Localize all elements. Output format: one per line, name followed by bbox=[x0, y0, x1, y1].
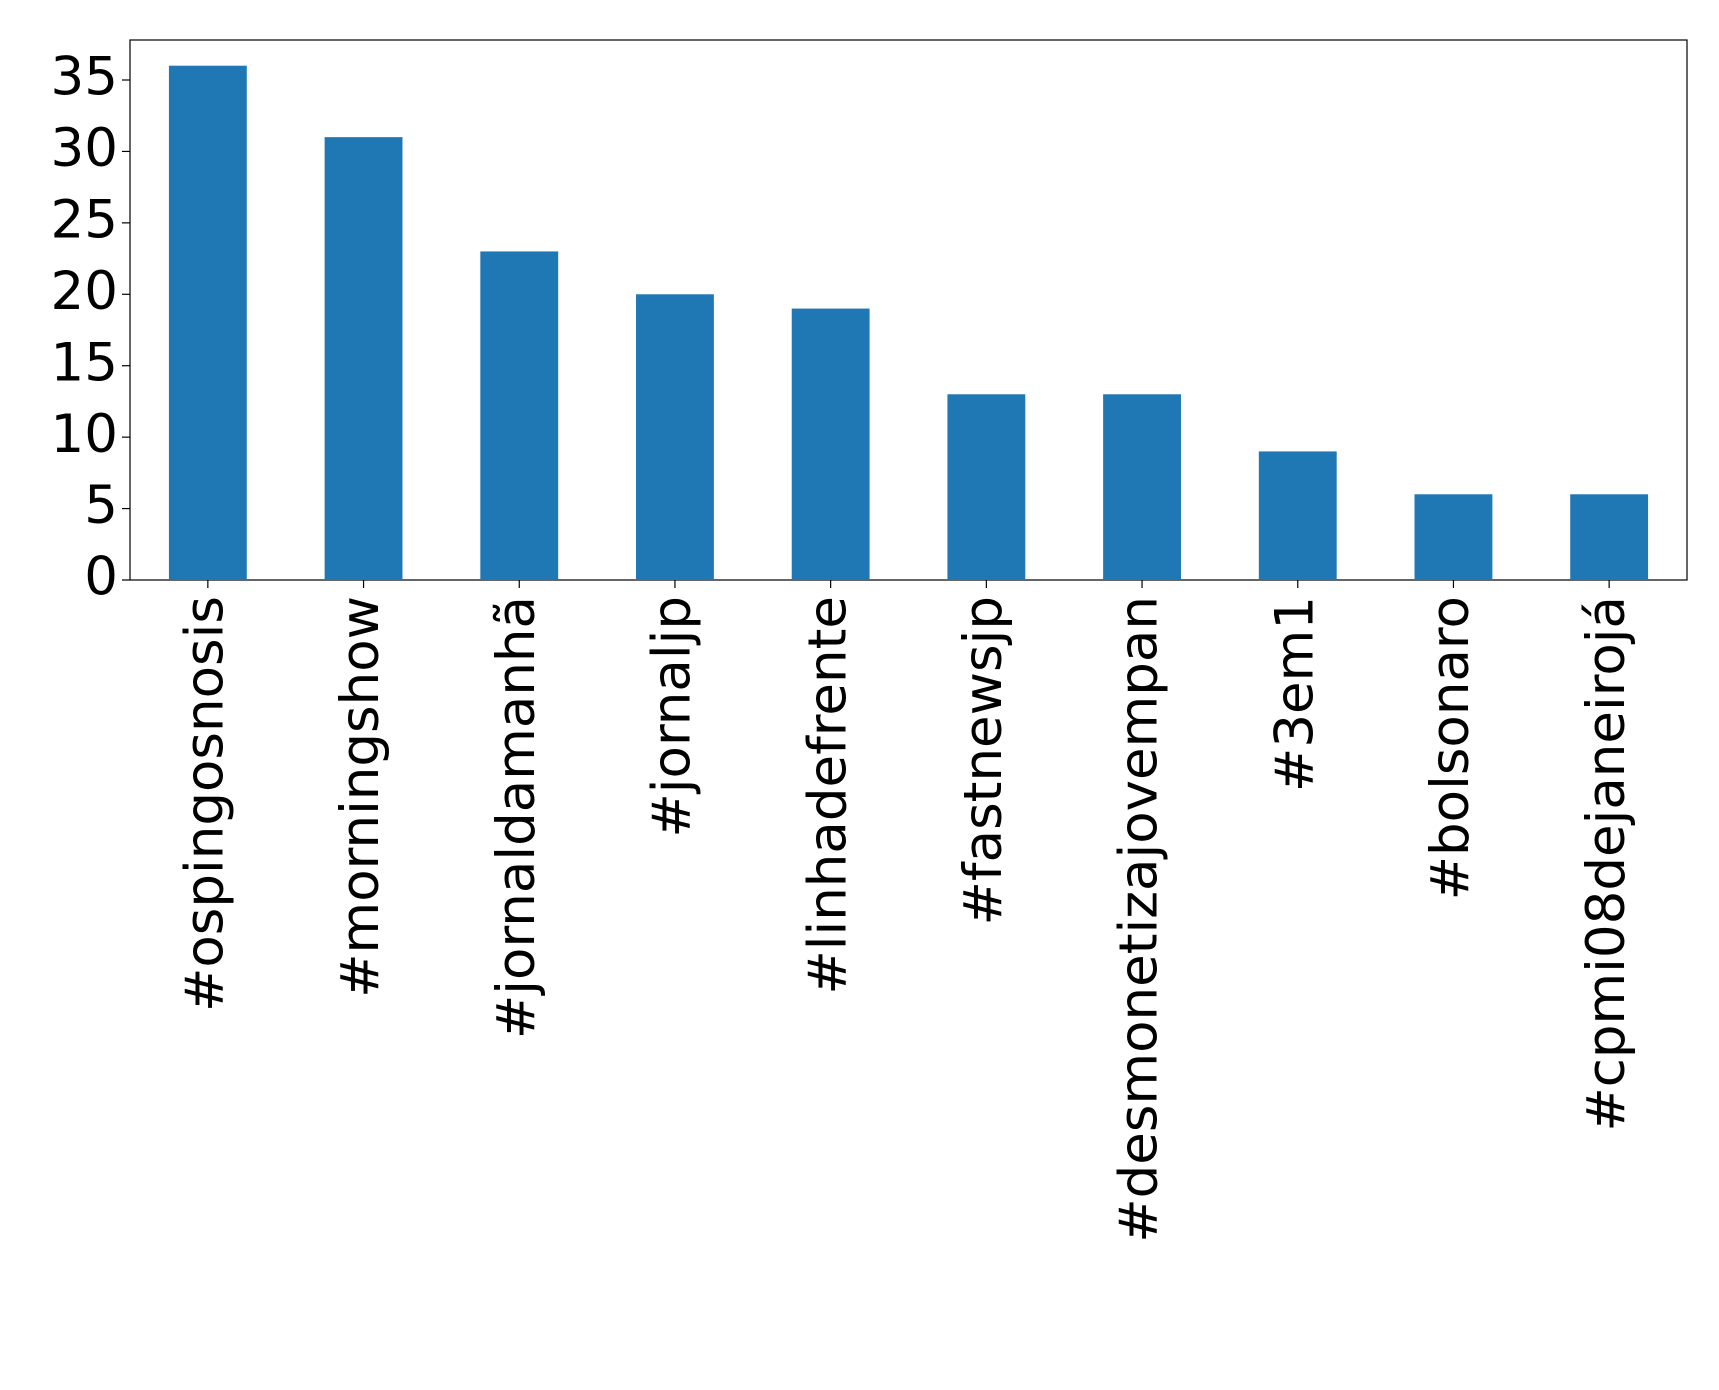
y-tick-label: 30 bbox=[51, 118, 118, 179]
x-tick-label: #desmonetizajovempan bbox=[1109, 596, 1170, 1243]
bar bbox=[1570, 494, 1649, 580]
bar bbox=[480, 251, 559, 580]
x-tick-label: #jornaljp bbox=[642, 596, 703, 838]
x-tick-label: #jornaldamanhã bbox=[486, 596, 547, 1039]
x-tick-label: #bolsonaro bbox=[1420, 596, 1481, 900]
y-tick-label: 25 bbox=[51, 189, 118, 250]
bar bbox=[1258, 451, 1337, 580]
y-tick-label: 0 bbox=[84, 547, 118, 608]
x-tick-label: #morningshow bbox=[330, 596, 391, 998]
axes-frame bbox=[129, 39, 1688, 581]
y-tick-label: 35 bbox=[51, 47, 118, 108]
bar bbox=[947, 394, 1026, 580]
bar bbox=[168, 65, 247, 580]
x-tick-label: #cpmi08dejaneirojá bbox=[1576, 596, 1637, 1132]
bar bbox=[1103, 394, 1181, 580]
bar bbox=[324, 137, 403, 580]
x-tick-label: #fastnewsjp bbox=[953, 596, 1014, 925]
y-tick-label: 20 bbox=[51, 261, 118, 322]
x-tick-label: #ospingosnosis bbox=[174, 596, 235, 1012]
y-tick-label: 5 bbox=[84, 475, 118, 536]
x-tick-label: #linhadefrente bbox=[797, 596, 858, 995]
y-tick-label: 15 bbox=[51, 332, 118, 393]
bar bbox=[1414, 494, 1493, 580]
y-tick-label: 10 bbox=[51, 404, 118, 465]
bar bbox=[636, 294, 714, 580]
bar bbox=[791, 308, 870, 580]
x-tick-label: #3em1 bbox=[1264, 596, 1325, 792]
